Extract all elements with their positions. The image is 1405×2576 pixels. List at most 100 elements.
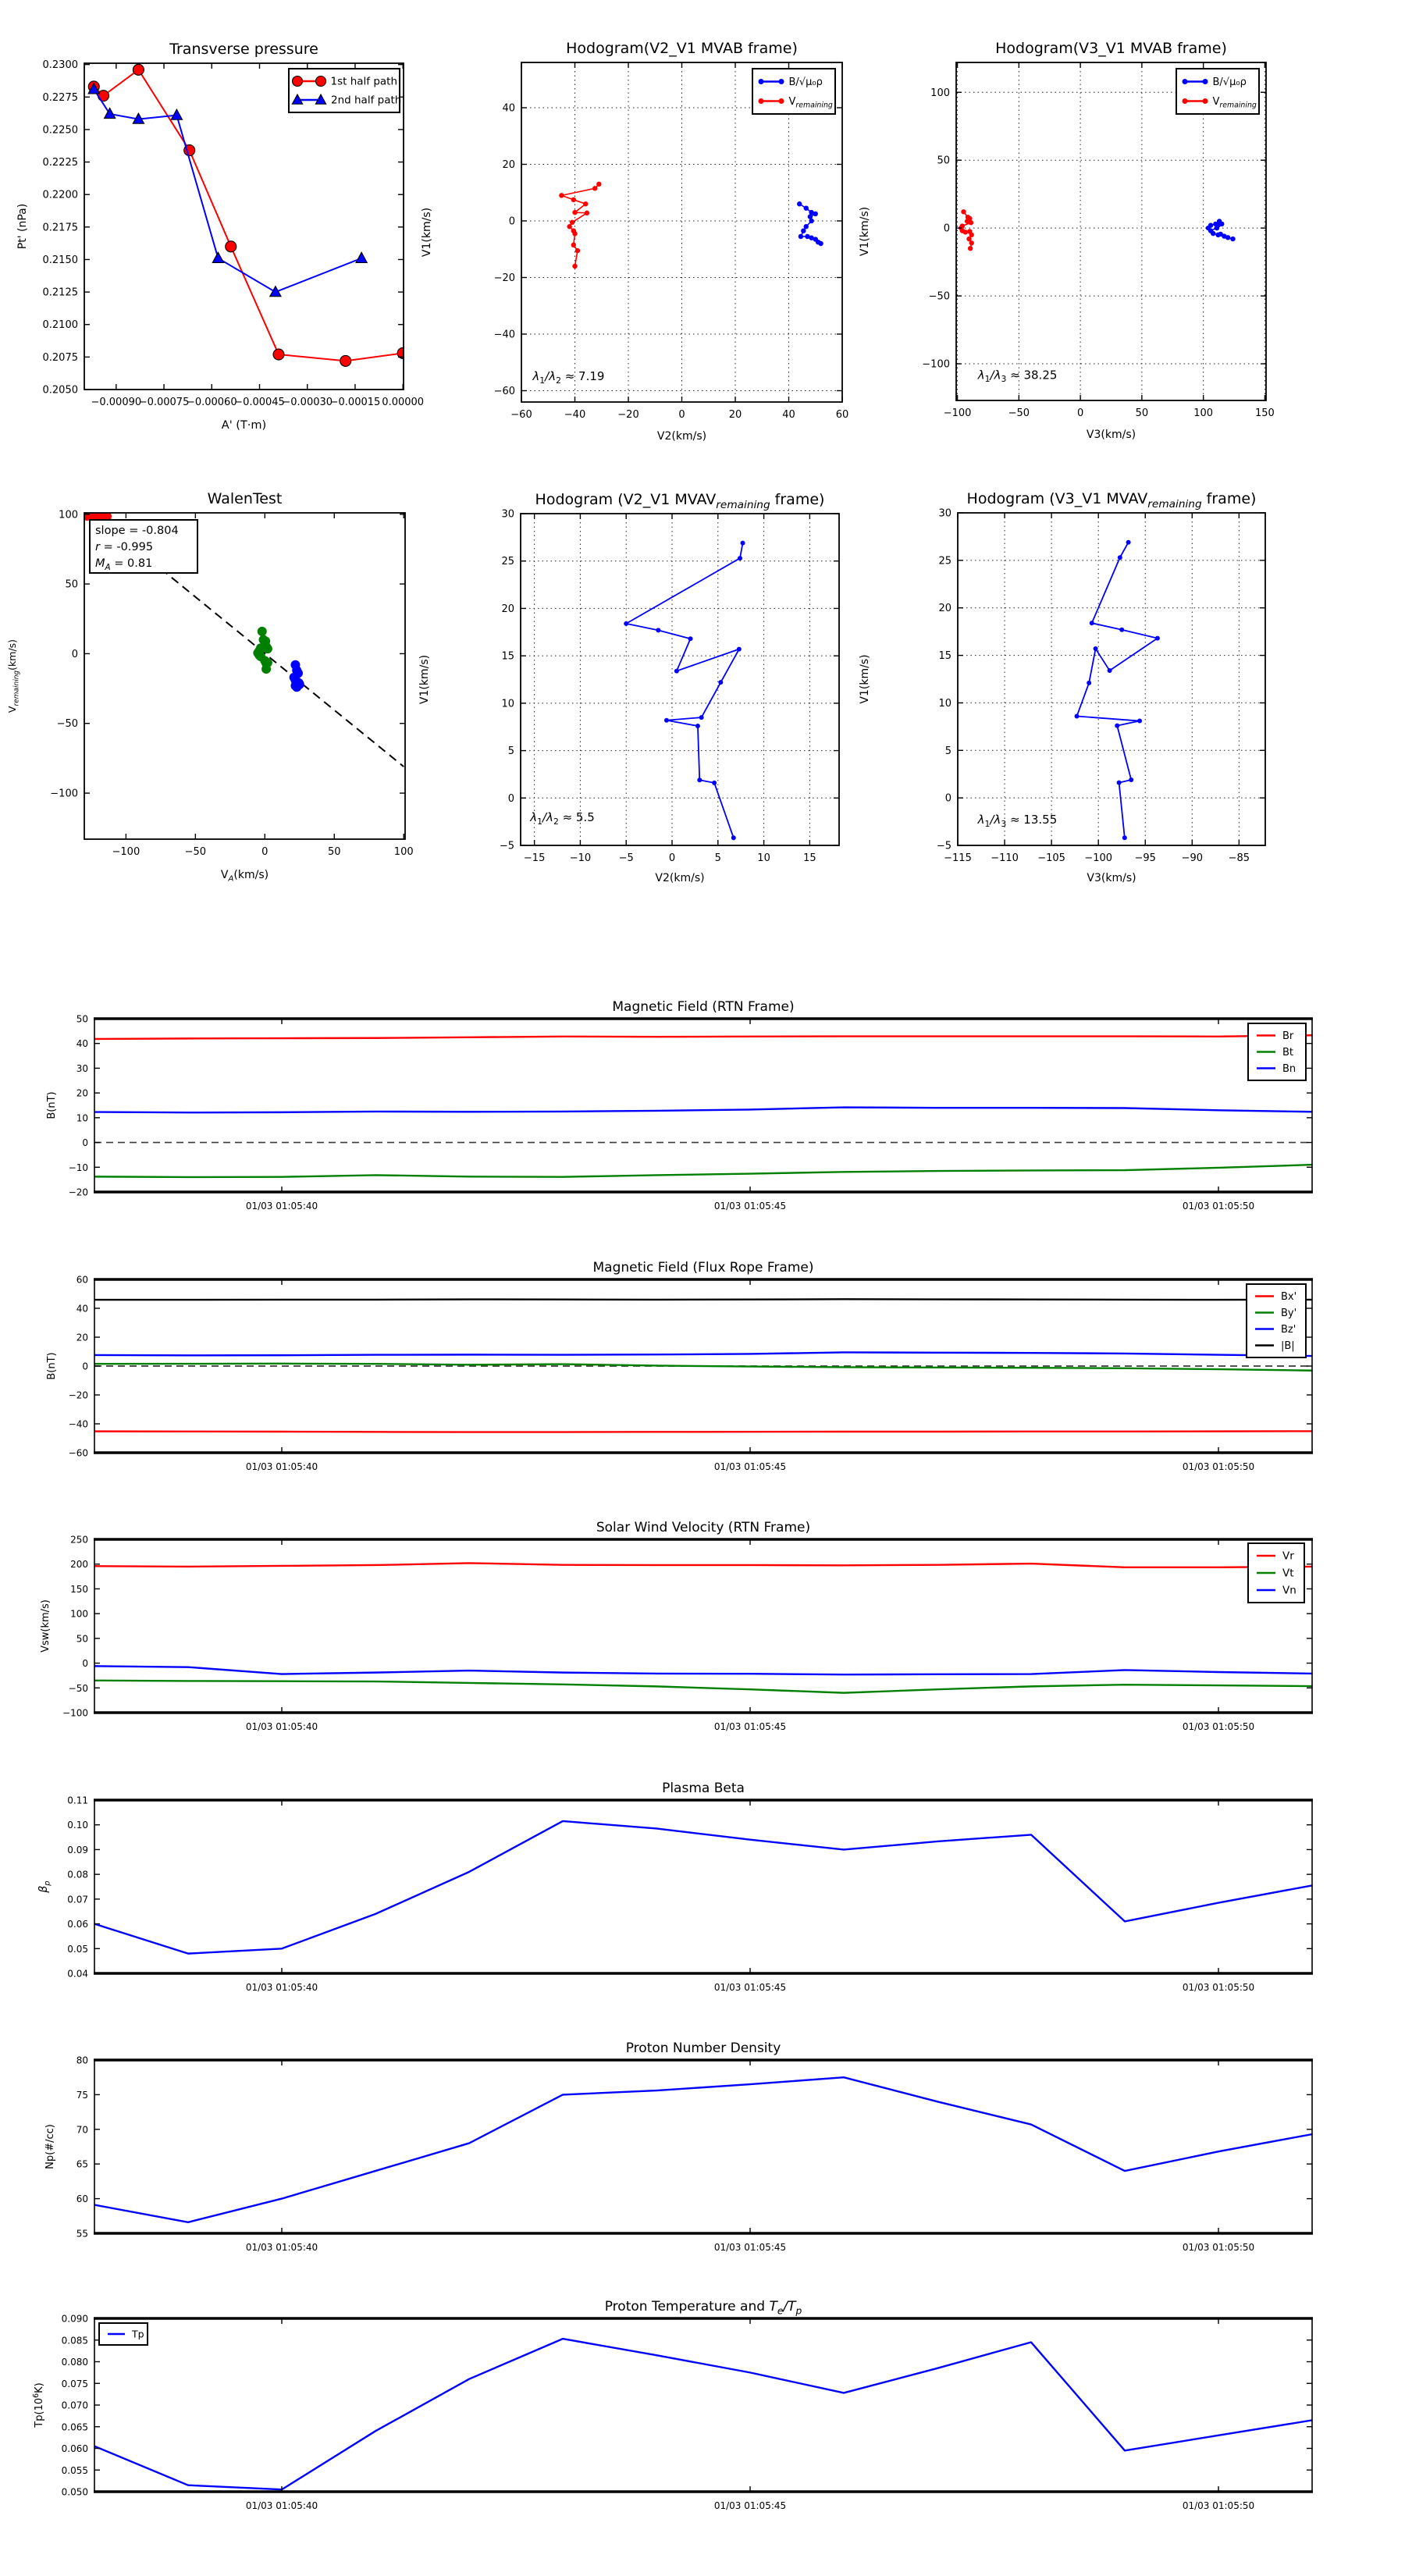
y-tick-label: 0.08 — [67, 1870, 88, 1880]
plot-hodogram-v2v1-mvav: −15 −10 −5 0 5 10 15 −5 0 5 10 15 20 25 30 Hodogram (V2… — [418, 491, 840, 884]
magnetic-field-flux-rope--by-prime — [94, 1362, 1312, 1372]
y-axis: −100 −50 0 50 100 150 200 250 — [62, 1535, 1312, 1719]
x-tick-label: 100 — [394, 846, 414, 858]
y-tick-label: 20 — [76, 1088, 88, 1099]
x-tick-label: −105 — [1037, 852, 1065, 864]
hodogram-v3v1-mvav--xlabel: V3(km/s) — [1087, 872, 1136, 884]
y-tick-label: 100 — [930, 87, 950, 99]
series-area — [94, 2337, 1312, 2491]
y-tick-label: 50 — [76, 1633, 88, 1644]
x-axis: 01/03 01:05:40 01/03 01:05:45 01/03 01:05:… — [246, 1279, 1254, 1472]
y-tick-label: 250 — [70, 1535, 88, 1546]
y-tick-label: 20 — [938, 603, 951, 614]
transverse-pressure--second-half-path — [87, 82, 368, 297]
x-axis: −115 −110 −105 −100 −95 −90 −85 — [944, 513, 1250, 864]
y-axis: −60 −40 −20 0 20 40 60 — [69, 1275, 1312, 1459]
y-axis: −5 0 5 10 15 20 25 30 — [937, 508, 1265, 852]
hodogram-v2v1-mvav--v-remaining-path — [624, 540, 745, 841]
series-area — [959, 209, 1236, 251]
y-tick-label: 0.07 — [67, 1894, 88, 1905]
plasma-beta--title: Plasma Beta — [662, 1781, 745, 1796]
magnetic-field-rtn--legend: Br Bt Bn — [1247, 1023, 1307, 1081]
axes-frame — [957, 512, 1266, 846]
transverse-pressure--ylabel: Pt' (nPa) — [16, 204, 29, 249]
y-tick-label: 20 — [501, 603, 514, 615]
y-tick-label: −100 — [50, 788, 78, 800]
x-tick-label: −0.00015 — [330, 397, 381, 408]
y-axis: 0.050 0.055 0.060 0.065 0.070 0.075 0.080 0.085… — [62, 2314, 1312, 2498]
x-tick-label: −115 — [944, 852, 972, 864]
x-axis: 01/03 01:05:40 01/03 01:05:45 01/03 01:05:… — [246, 2060, 1254, 2253]
magnetic-field-rtn--title: Magnetic Field (RTN Frame) — [612, 999, 794, 1015]
y-tick-label: 70 — [76, 2124, 88, 2135]
series-area — [84, 513, 404, 767]
x-axis: −100 −50 0 50 100 150 — [944, 62, 1275, 419]
x-tick-label: 15 — [803, 852, 816, 864]
magnetic-field-rtn--ylabel: B(nT) — [46, 1091, 58, 1119]
y-tick-label: −10 — [69, 1162, 88, 1173]
hodogram-v2v1-mvab--v-remaining — [559, 181, 602, 269]
y-tick-label: 0 — [508, 793, 514, 805]
x-tick-label: 01/03 01:05:40 — [246, 1201, 318, 1212]
x-tick-label: 5 — [715, 852, 721, 864]
hodogram-v3v1-mvab--xlabel: V3(km/s) — [1087, 429, 1136, 441]
x-tick-label: 01/03 01:05:50 — [1183, 1982, 1254, 1993]
y-tick-label: −60 — [69, 1448, 88, 1459]
plot-hodogram-v3v1-mvav: −115 −110 −105 −100 −95 −90 −85 −5 0 5 10 15 20 25 30 H… — [859, 490, 1266, 884]
series-area — [94, 2076, 1312, 2223]
y-tick-label: 20 — [76, 1332, 88, 1343]
hodogram-v3v1-mvav--annotation: λ1/λ3 ≈ 13.55 — [977, 813, 1058, 829]
x-tick-label: 01/03 01:05:45 — [714, 1201, 786, 1212]
hodogram-v2v1-mvav--title: Hodogram (V2_V1 MVAVremaining frame) — [535, 491, 825, 511]
y-axis: −5 0 5 10 15 20 25 30 — [500, 509, 839, 852]
x-tick-label: −100 — [1084, 852, 1112, 864]
plot-magnetic-field-rtn: 01/03 01:05:40 01/03 01:05:45 01/03 01:05:… — [46, 999, 1313, 1212]
legend-label: |B| — [1281, 1340, 1295, 1352]
hodogram-v2v1-mvav--ylabel: V1(km/s) — [418, 655, 431, 704]
y-tick-label: 15 — [501, 651, 514, 663]
y-tick-label: −60 — [494, 386, 515, 397]
y-tick-label: 150 — [70, 1584, 88, 1595]
y-tick-label: −50 — [929, 291, 950, 303]
y-tick-label: 60 — [76, 1275, 88, 1286]
walen-test--title: WalenTest — [208, 490, 283, 507]
walen-test--stats-box: slope = -0.804 r = -0.995 MA = 0.81 — [89, 519, 198, 574]
x-tick-label: −5 — [619, 852, 634, 864]
legend-label: Bz' — [1281, 1324, 1296, 1336]
y-tick-label: 40 — [76, 1038, 88, 1049]
y-tick-label: 0.11 — [67, 1795, 88, 1806]
x-tick-label: 50 — [328, 846, 341, 858]
y-tick-label: −50 — [69, 1683, 88, 1694]
x-tick-label: 01/03 01:05:40 — [246, 1721, 318, 1732]
y-tick-label: 0.2050 — [43, 385, 79, 397]
plot-magnetic-field-flux-rope: 01/03 01:05:40 01/03 01:05:45 01/03 01:05:… — [46, 1260, 1313, 1472]
y-tick-label: 20 — [502, 159, 515, 171]
magnetic-field-rtn--bt — [94, 1163, 1312, 1179]
transverse-pressure--xlabel: A' (T·m) — [222, 419, 266, 432]
y-tick-label: 100 — [70, 1609, 88, 1620]
stats-line: MA = 0.81 — [95, 557, 152, 572]
x-tick-label: 01/03 01:05:40 — [246, 1982, 318, 1993]
hodogram-v2v1-mvab--legend: B/√μ₀ρ Vremaining — [752, 68, 836, 115]
x-tick-label: 01/03 01:05:45 — [714, 2500, 786, 2511]
y-tick-label: 5 — [945, 745, 951, 757]
y-tick-label: 30 — [501, 509, 514, 521]
x-tick-label: 40 — [782, 409, 795, 421]
x-tick-label: 01/03 01:05:40 — [246, 2242, 318, 2253]
y-tick-label: 0 — [72, 649, 78, 660]
stats-line: slope = -0.804 — [95, 525, 179, 537]
x-axis: −0.00090−0.00075−0.00060−0.00045−0.00030… — [91, 63, 424, 408]
proton-temperature--tp — [94, 2337, 1312, 2491]
y-tick-label: 0 — [82, 1137, 88, 1148]
series-area — [559, 181, 823, 269]
proton-number-density--ylabel: Np(#/cc) — [44, 2124, 56, 2169]
plot-proton-temperature: 01/03 01:05:40 01/03 01:05:45 01/03 01:05:… — [32, 2299, 1313, 2511]
hodogram-v3v1-mvab--v-remaining — [959, 209, 974, 251]
x-tick-label: −50 — [1008, 407, 1030, 419]
x-tick-label: −50 — [185, 846, 206, 858]
x-tick-label: −100 — [944, 407, 972, 419]
hodogram-v3v1-mvab--annotation: λ1/λ3 ≈ 38.25 — [977, 368, 1058, 384]
hodogram-v2v1-mvab--title: Hodogram(V2_V1 MVAB frame) — [566, 40, 798, 57]
y-tick-label: 100 — [59, 509, 78, 521]
